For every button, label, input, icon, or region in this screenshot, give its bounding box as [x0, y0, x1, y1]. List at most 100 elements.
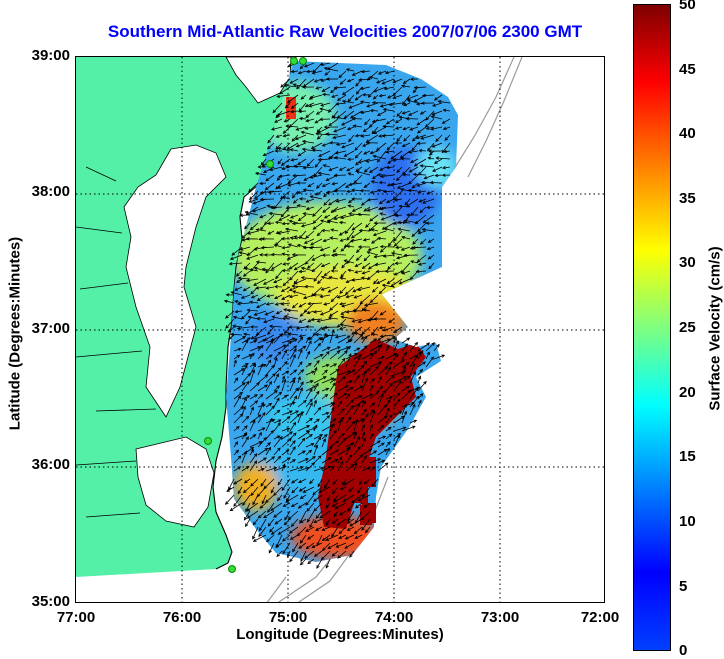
- velocity-vector: [352, 318, 363, 322]
- velocity-vector: [321, 438, 326, 448]
- velocity-vector-head: [389, 396, 394, 400]
- velocity-vector: [313, 425, 318, 432]
- velocity-vector-head: [277, 160, 282, 165]
- colorbar-tick: 10: [679, 513, 696, 530]
- velocity-vector: [243, 333, 251, 336]
- velocity-vector-head: [253, 247, 258, 251]
- velocity-vector-head: [242, 287, 247, 292]
- velocity-vector: [273, 391, 282, 400]
- velocity-vector-head: [297, 153, 302, 157]
- velocity-vector: [313, 494, 323, 502]
- velocity-vector-head: [361, 527, 365, 531]
- velocity-vector: [315, 190, 323, 196]
- velocity-vector-head: [292, 446, 296, 450]
- velocity-vector-head: [292, 290, 297, 294]
- velocity-vector: [284, 118, 291, 123]
- velocity-vector-head: [346, 527, 351, 531]
- velocity-vector: [231, 291, 243, 296]
- velocity-vector: [327, 542, 339, 549]
- velocity-vector-head: [387, 426, 392, 431]
- velocity-vector: [385, 441, 391, 448]
- velocity-vector: [273, 422, 281, 432]
- velocity-vector: [250, 486, 259, 496]
- velocity-vector-head: [229, 256, 234, 260]
- velocity-vector-head: [242, 382, 246, 386]
- velocity-vector-head: [431, 112, 436, 116]
- velocity-vector: [309, 102, 323, 107]
- velocity-vector-head: [326, 415, 331, 419]
- map-panel[interactable]: [75, 56, 605, 603]
- velocity-vector: [409, 351, 422, 360]
- velocity-vector-head: [415, 135, 420, 140]
- velocity-vector-head: [287, 332, 292, 336]
- colorbar-tick: 40: [679, 125, 696, 142]
- velocity-vector: [321, 457, 332, 464]
- velocity-vector-head: [270, 429, 274, 434]
- velocity-vector-head: [282, 538, 286, 542]
- velocity-vector-head: [365, 413, 369, 417]
- velocity-vector-head: [281, 252, 286, 256]
- velocity-vector-head: [319, 312, 324, 316]
- velocity-vector-head: [283, 315, 288, 319]
- velocity-vector: [345, 399, 354, 408]
- velocity-vector-head: [301, 139, 306, 144]
- velocity-vector-head: [320, 103, 324, 107]
- velocity-vector: [273, 344, 286, 352]
- velocity-vector: [355, 134, 363, 137]
- velocity-vector-head: [248, 199, 253, 203]
- velocity-vector: [292, 222, 307, 224]
- velocity-vector-head: [350, 442, 355, 446]
- velocity-vector: [341, 118, 355, 126]
- velocity-vector-head: [376, 280, 380, 284]
- velocity-vector-head: [324, 369, 328, 374]
- velocity-vector-head: [291, 284, 296, 288]
- velocity-vector-head: [416, 130, 421, 134]
- velocity-vector-head: [267, 331, 271, 335]
- velocity-vector-head: [315, 86, 319, 90]
- velocity-vector: [301, 277, 315, 280]
- velocity-vector-head: [289, 109, 294, 114]
- velocity-vector-head: [347, 508, 351, 512]
- velocity-vector-head: [419, 164, 424, 168]
- velocity-vector: [281, 438, 292, 448]
- velocity-vector: [401, 390, 411, 400]
- velocity-vector-head: [428, 265, 432, 270]
- velocity-vector-head: [264, 374, 269, 378]
- velocity-vector: [348, 486, 355, 492]
- velocity-vector: [384, 86, 395, 90]
- velocity-vector: [346, 230, 355, 241]
- velocity-vector: [297, 400, 307, 408]
- velocity-vector: [369, 466, 376, 472]
- velocity-vector-head: [415, 395, 420, 400]
- velocity-vector-head: [362, 437, 366, 442]
- velocity-vector-head: [250, 448, 254, 453]
- velocity-vector: [241, 436, 249, 448]
- velocity-vector-head: [305, 502, 309, 506]
- velocity-vector-head: [323, 125, 328, 129]
- velocity-vector: [297, 438, 306, 448]
- velocity-vector-head: [319, 117, 323, 121]
- velocity-vector: [332, 262, 339, 270]
- velocity-vector-head: [225, 315, 229, 319]
- velocity-vector: [313, 310, 323, 313]
- velocity-vector: [385, 433, 392, 440]
- velocity-vector: [419, 150, 427, 152]
- velocity-vector-head: [348, 212, 352, 216]
- velocity-vector-head: [299, 539, 304, 544]
- velocity-vector-head: [230, 291, 235, 295]
- velocity-vector-head: [381, 283, 386, 288]
- velocity-vector: [317, 134, 323, 140]
- velocity-vector-head: [355, 90, 360, 95]
- velocity-vector-head: [377, 71, 382, 75]
- velocity-vector-head: [238, 251, 243, 255]
- velocity-vector-head: [328, 167, 333, 171]
- velocity-vector: [289, 262, 299, 270]
- velocity-vector: [260, 190, 275, 194]
- velocity-vector-head: [443, 149, 447, 154]
- velocity-vectors: [223, 62, 451, 569]
- velocity-vector: [297, 425, 310, 432]
- velocity-vector-head: [335, 199, 340, 203]
- velocity-vector: [289, 550, 299, 562]
- velocity-vector: [386, 118, 395, 125]
- velocity-vector: [241, 416, 249, 424]
